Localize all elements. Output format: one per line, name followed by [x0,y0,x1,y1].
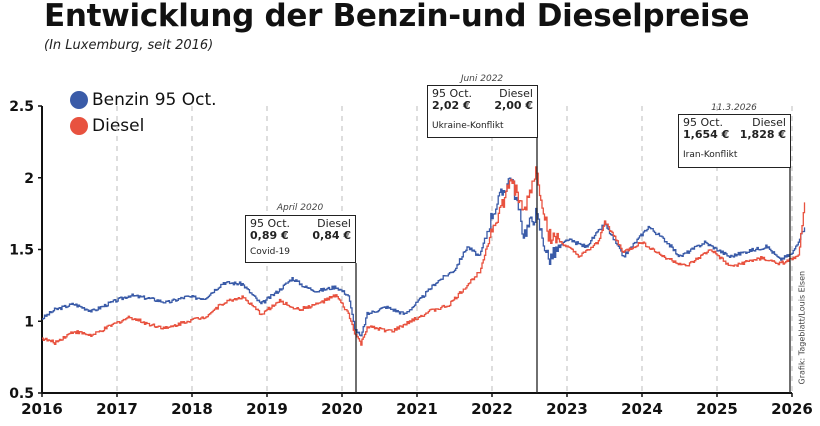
x-tick-label: 2016 [21,400,63,418]
x-tick-label: 2020 [321,400,363,418]
x-tick-label: 2024 [621,400,663,418]
ann-diesel-value: 1,828 € [739,128,786,141]
chart-subtitle: (In Luxemburg, seit 2016) [44,38,214,53]
ann-benzin-value: 1,654 € [683,128,730,141]
x-tick-label: 2023 [546,400,588,418]
y-tick-label: 2 [24,171,34,187]
x-tick-label: 2017 [96,400,138,418]
ann-benzin-value: 2,02 € [432,99,471,112]
diesel-dot-icon [70,117,88,135]
legend-label-diesel: Diesel [92,116,145,136]
ann-benzin-label: 95 Oct. [250,217,291,230]
ann-diesel-value: 2,00 € [494,99,533,112]
x-tick-label: 2018 [171,400,213,418]
ann-event: Iran-Konflikt [683,150,738,160]
legend-label-benzin: Benzin 95 Oct. [92,90,217,110]
y-tick-label: 1 [24,314,34,330]
legend-item-benzin: Benzin 95 Oct. [70,90,217,110]
y-tick-label: 1.5 [9,243,34,259]
legend-item-diesel: Diesel [70,116,144,136]
x-tick-label: 2022 [471,400,513,418]
x-tick-label: 2021 [396,400,438,418]
annotation-box-ukraine: 95 Oct. Diesel 2,02 € 2,00 € Ukraine-Konfl… [427,85,538,138]
ann-event: Covid-19 [250,247,291,257]
x-tick-label: 2026 [771,400,813,418]
series-line-benzin [42,177,806,337]
x-tick-label: 2025 [696,400,738,418]
y-tick-label: 0.5 [9,386,34,402]
credit-text: Grafik: Tageblatt/Louis Elsen [797,270,807,385]
ann-benzin-label: 95 Oct. [683,116,724,129]
series-line-diesel [42,166,806,346]
ann-benzin-label: 95 Oct. [432,87,473,100]
annotation-date-covid: April 2020 [276,203,324,213]
annotation-date-iran: 11.3.2026 [711,103,757,113]
annotation-date-ukraine: Juni 2022 [460,74,504,84]
ann-benzin-value: 0,89 € [250,229,289,242]
annotation-box-covid: 95 Oct. Diesel 0,89 € 0,84 € Covid-19 [245,215,356,263]
x-tick-label: 2019 [246,400,288,418]
ann-diesel-label: Diesel [499,87,533,100]
ann-event: Ukraine-Konflikt [432,121,504,131]
annotation-box-iran: 95 Oct. Diesel 1,654 € 1,828 € Iran-Konfli… [678,114,791,168]
ann-diesel-label: Diesel [317,217,351,230]
y-tick-label: 2.5 [9,99,34,115]
chart-title: Entwicklung der Benzin-und Dieselpreise [44,0,750,34]
ann-diesel-value: 0,84 € [312,229,351,242]
benzin-dot-icon [70,91,88,109]
ann-diesel-label: Diesel [752,116,786,129]
